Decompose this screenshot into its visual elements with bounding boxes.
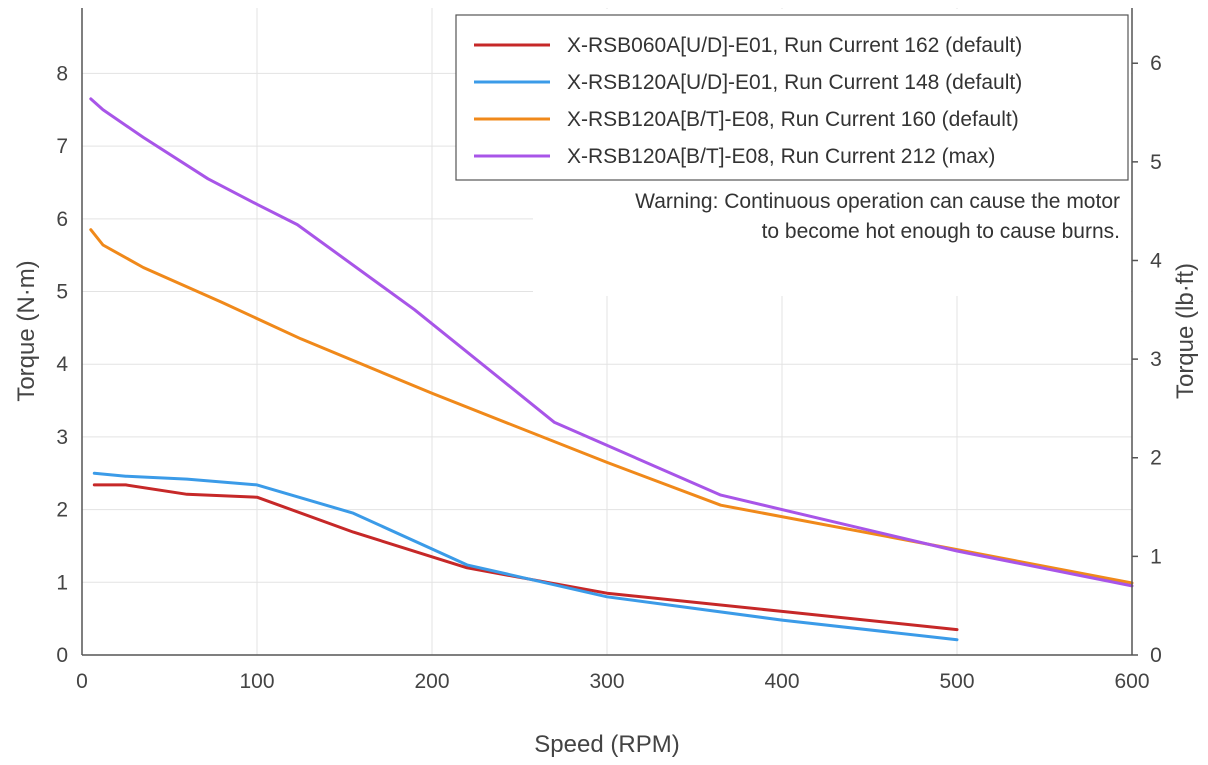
series-layer [89,97,1134,642]
y-right-tick-label: 5 [1150,151,1162,174]
y-right-tick-label: 3 [1150,348,1162,371]
y-tick-label: 4 [56,353,68,376]
series-line-2 [92,471,959,642]
legend: X-RSB060A[U/D]-E01, Run Current 162 (def… [455,9,1131,296]
y-right-tick-label: 0 [1150,644,1162,667]
x-tick-label: 400 [764,670,799,693]
y-tick-label: 8 [56,62,68,85]
y-right-tick-label: 1 [1150,545,1162,568]
y-tick-label: 5 [56,281,68,304]
legend-label-2: X-RSB120A[U/D]-E01, Run Current 148 (def… [567,71,1022,94]
warning-annotation: Warning: Continuous operation can cause … [635,190,1120,243]
series-line-1 [92,483,959,632]
axis-titles: Speed (RPM) Torque (N·m) Torque (lb·ft) [13,260,1199,758]
series-line-3 [89,228,1134,585]
x-tick-label: 0 [76,670,88,693]
y-tick-label: 2 [56,499,68,522]
y-tick-label: 1 [56,571,68,594]
warning-line-1: Warning: Continuous operation can cause … [635,190,1120,213]
x-tick-label: 300 [589,670,624,693]
x-tick-label: 500 [939,670,974,693]
legend-box [455,14,1129,181]
x-axis-title: Speed (RPM) [534,731,679,758]
y-axis-title-right: Torque (lb·ft) [1172,263,1199,399]
y-axis-title-left: Torque (N·m) [13,260,40,401]
series-line-4 [89,97,1134,588]
legend-label-1: X-RSB060A[U/D]-E01, Run Current 162 (def… [567,34,1022,57]
y-right-tick-label: 2 [1150,447,1162,470]
y-tick-label: 6 [56,208,68,231]
y-tick-label: 7 [56,135,68,158]
y-right-tick-label: 4 [1150,249,1162,272]
legend-label-3: X-RSB120A[B/T]-E08, Run Current 160 (def… [567,108,1019,131]
x-tick-label: 600 [1114,670,1149,693]
y-tick-label: 0 [56,644,68,667]
x-tick-label: 100 [239,670,274,693]
x-tick-label: 200 [414,670,449,693]
y-right-tick-label: 6 [1150,52,1162,75]
y-tick-label: 3 [56,426,68,449]
legend-label-4: X-RSB120A[B/T]-E08, Run Current 212 (max… [567,145,995,168]
warning-line-2: to become hot enough to cause burns. [762,220,1120,243]
